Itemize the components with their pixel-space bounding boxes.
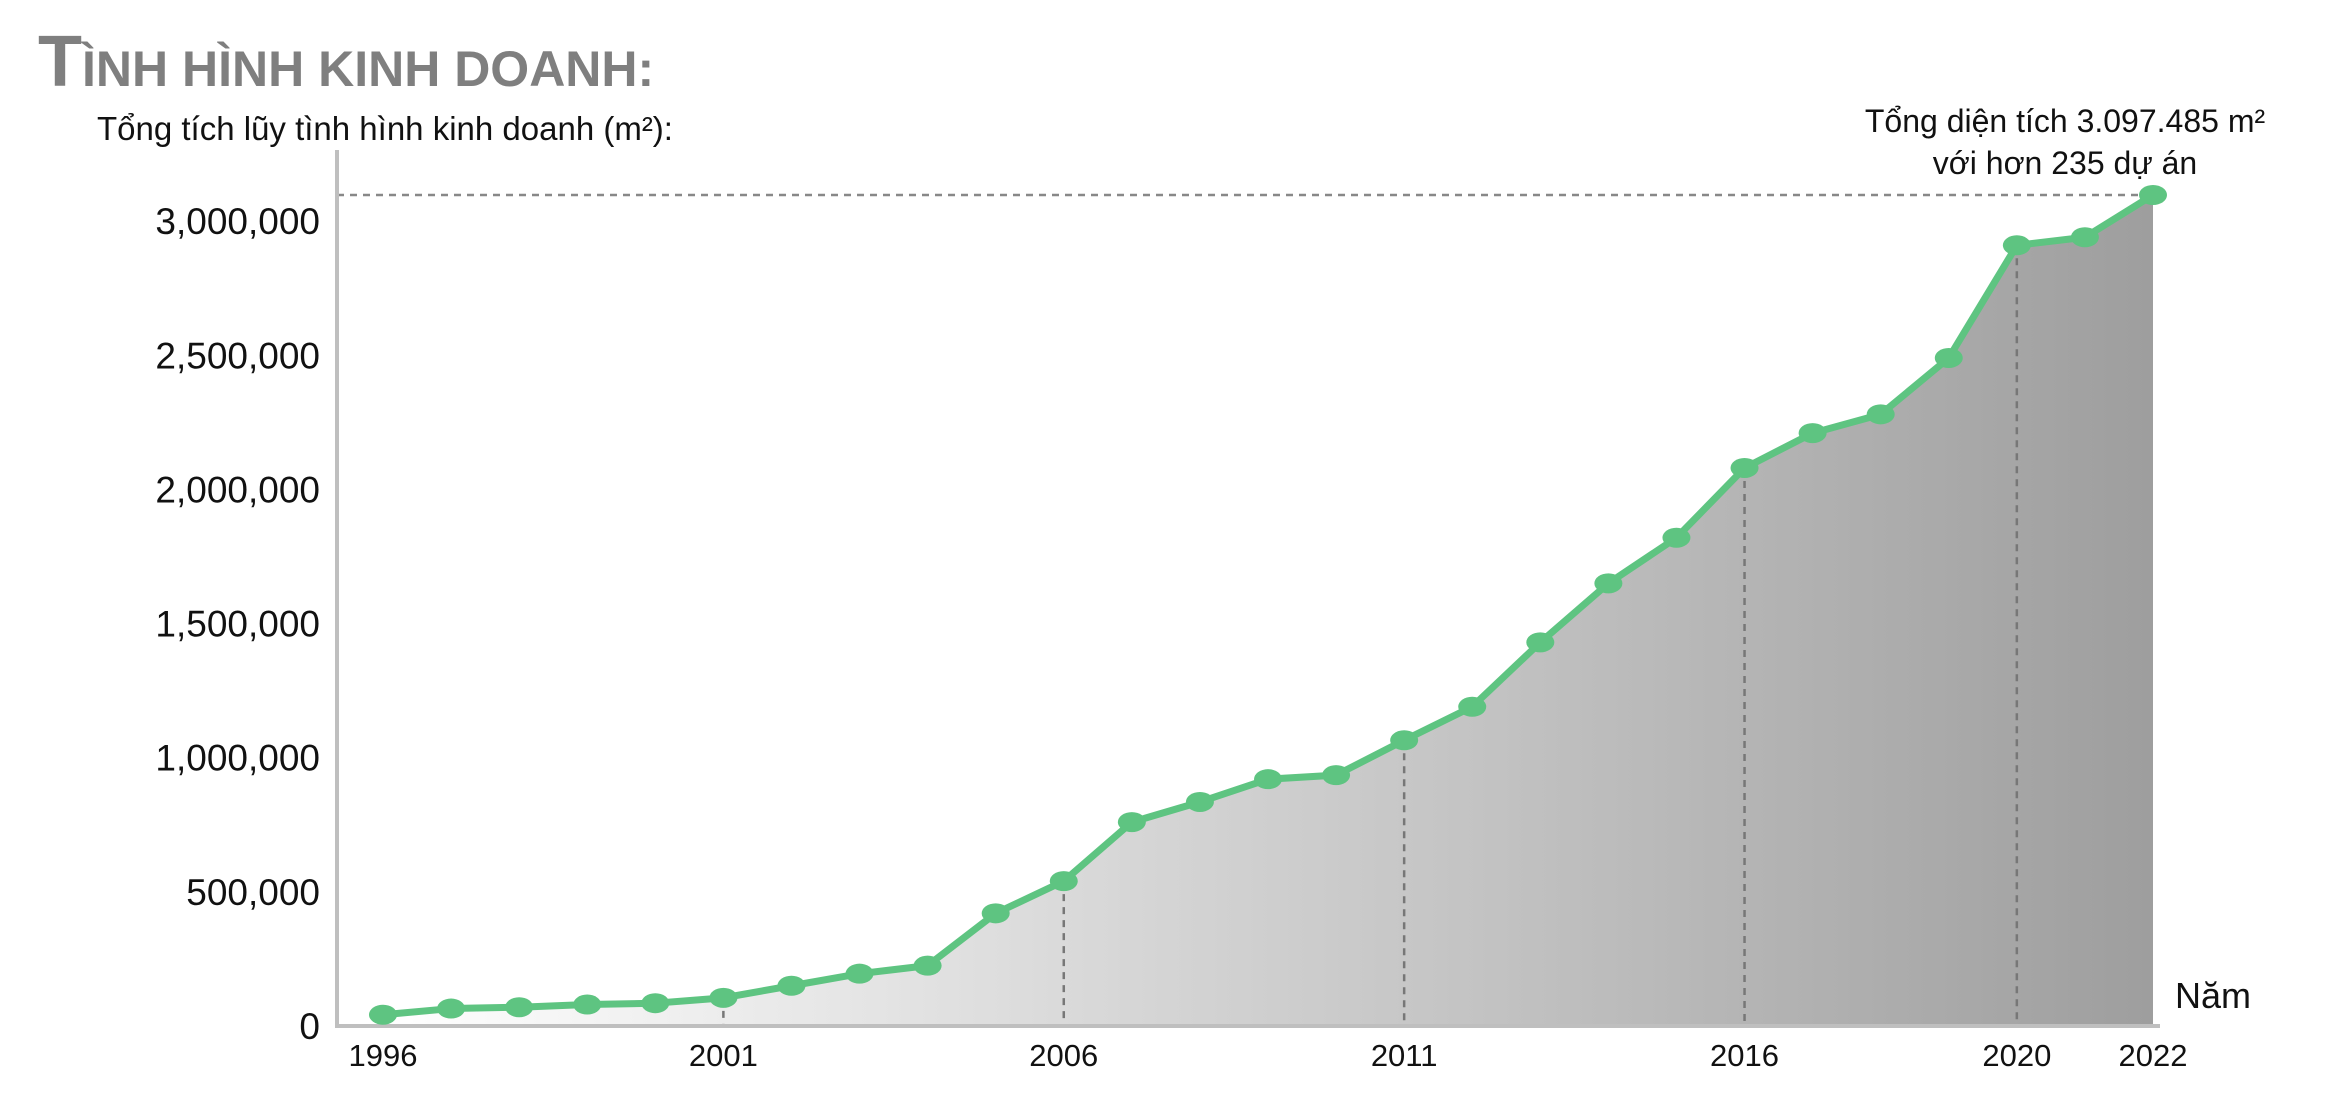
data-point-2000: [641, 993, 670, 1014]
x-tick-label: 2011: [1371, 1038, 1438, 1073]
data-point-2018: [1866, 404, 1895, 425]
area-fill: [383, 195, 2153, 1026]
data-point-2016: [1730, 457, 1759, 478]
data-point-1999: [573, 994, 602, 1015]
data-point-2010: [1322, 765, 1351, 786]
data-point-2011: [1390, 730, 1419, 751]
data-point-1996: [369, 1004, 397, 1025]
data-point-2006: [1049, 871, 1078, 892]
data-point-2021: [2070, 227, 2099, 248]
data-point-2013: [1526, 632, 1555, 653]
y-tick-label: 2,500,000: [155, 335, 320, 376]
data-point-1997: [437, 998, 466, 1019]
data-point-2017: [1798, 423, 1827, 444]
y-tick-label: 500,000: [186, 872, 320, 913]
data-point-2002: [777, 975, 806, 996]
data-point-2015: [1662, 527, 1691, 548]
data-point-2014: [1594, 573, 1623, 594]
total-annotation-line2: với hơn 235 dự án: [1933, 145, 2197, 181]
y-tick-label: 1,000,000: [155, 738, 320, 779]
data-point-2012: [1458, 696, 1487, 717]
page-heading: TÌNH HÌNH KINH DOANH:: [38, 22, 654, 102]
data-point-2009: [1254, 769, 1282, 790]
y-tick-label: 0: [299, 1006, 320, 1047]
x-tick-label: 1996: [349, 1038, 418, 1073]
data-point-2020: [2002, 235, 2031, 256]
x-tick-label: 2006: [1029, 1038, 1098, 1073]
x-tick-label: 2016: [1710, 1038, 1779, 1073]
x-tick-label: 2020: [1982, 1038, 2051, 1073]
data-point-2001: [709, 987, 738, 1008]
data-point-2022: [2139, 185, 2167, 205]
data-point-2005: [981, 903, 1010, 924]
data-point-2008: [1185, 791, 1214, 812]
data-point-2007: [1117, 812, 1146, 833]
data-point-2004: [913, 955, 942, 976]
x-tick-label: 2001: [689, 1038, 758, 1073]
y-tick-label: 2,000,000: [155, 469, 320, 510]
page-heading-rest: ÌNH HÌNH KINH DOANH:: [81, 41, 654, 97]
page-heading-initial: T: [38, 22, 82, 102]
x-axis-title: Năm: [2175, 975, 2251, 1016]
y-tick-label: 3,000,000: [155, 201, 320, 242]
data-point-1998: [505, 997, 534, 1018]
y-axis-title: Tổng tích lũy tình hình kinh doanh (m²):: [97, 110, 673, 147]
total-annotation-line1: Tổng diện tích 3.097.485 m²: [1865, 103, 2266, 139]
data-point-2019: [1934, 347, 1963, 368]
x-tick-label: 2022: [2119, 1038, 2188, 1073]
data-point-2003: [845, 963, 874, 984]
y-tick-label: 1,500,000: [155, 604, 320, 645]
